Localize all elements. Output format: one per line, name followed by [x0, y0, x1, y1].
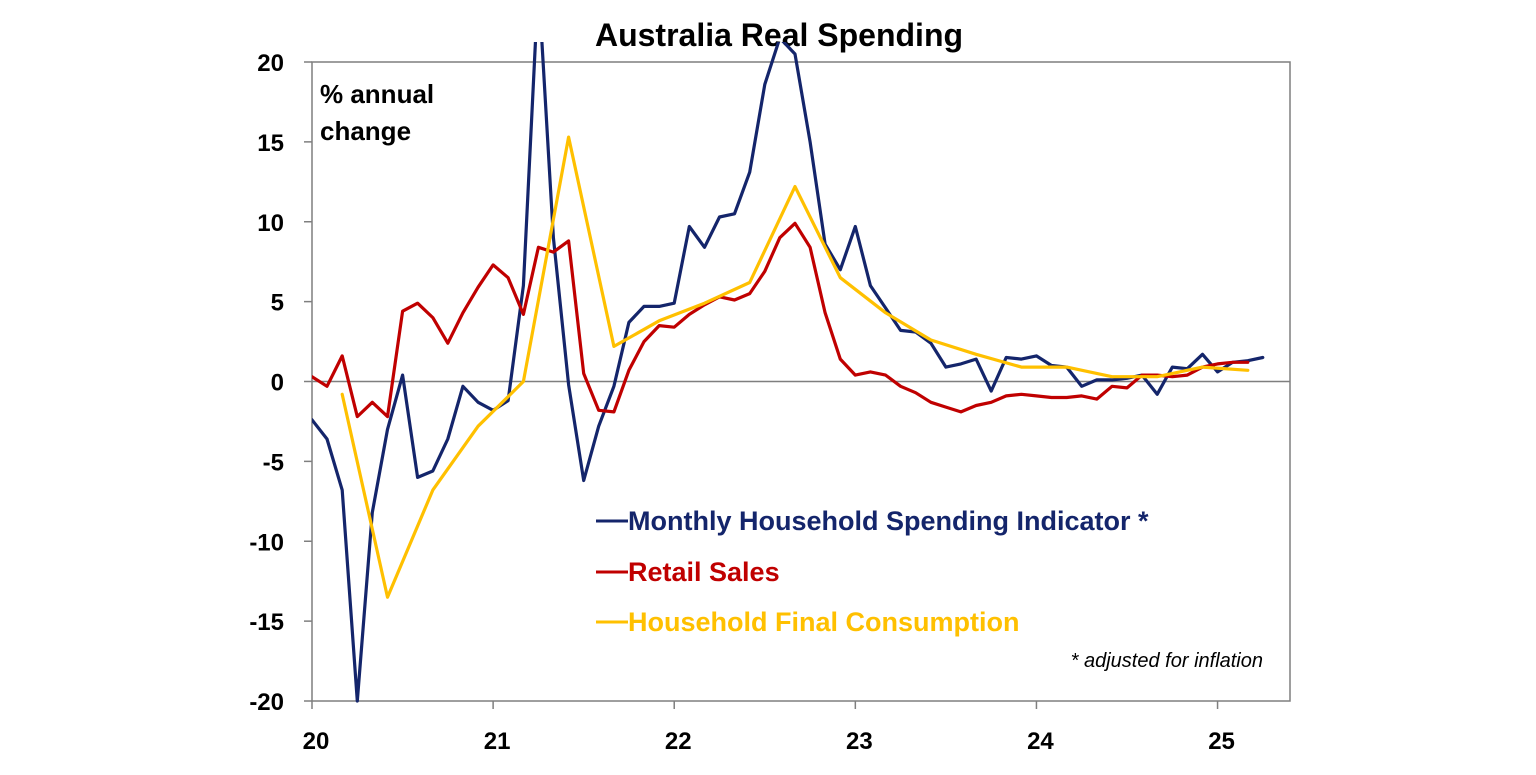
x-tick-label: 25	[1208, 728, 1235, 755]
unit-label-line-1: % annual	[320, 79, 434, 109]
y-tick-label: 5	[271, 290, 284, 317]
chart-title: Australia Real Spending	[595, 17, 963, 53]
x-axis: 20 21 22 23 24 25	[303, 701, 1235, 755]
y-axis: 20 15 10 5 0 -5 -10 -15 -20	[249, 50, 312, 716]
y-tick-label: -15	[249, 609, 284, 636]
y-tick-label: -5	[263, 449, 284, 476]
legend: Monthly Household Spending Indicator * R…	[596, 506, 1149, 637]
x-tick-label: 21	[484, 728, 511, 755]
legend-label-household-consumption: Household Final Consumption	[628, 607, 1019, 637]
legend-label-retail-sales: Retail Sales	[628, 557, 780, 587]
legend-label-spending-indicator: Monthly Household Spending Indicator *	[628, 506, 1149, 536]
unit-label-line-2: change	[320, 116, 411, 146]
y-tick-label: 0	[271, 370, 284, 397]
x-tick-label: 23	[846, 728, 873, 755]
footnote: * adjusted for inflation	[1071, 650, 1263, 672]
x-tick-label: 22	[665, 728, 692, 755]
y-tick-label: 20	[257, 50, 284, 77]
series-line-spending-indicator	[312, 42, 1265, 703]
series-line-household-consumption	[340, 135, 1250, 599]
y-tick-label: -20	[249, 689, 284, 716]
y-tick-label: -10	[249, 529, 284, 556]
series-group	[312, 42, 1265, 703]
x-tick-label: 20	[303, 728, 330, 755]
y-tick-label: 10	[257, 210, 284, 237]
x-tick-label: 24	[1027, 728, 1054, 755]
series-line-retail-sales	[312, 221, 1250, 419]
y-tick-label: 15	[257, 130, 284, 157]
